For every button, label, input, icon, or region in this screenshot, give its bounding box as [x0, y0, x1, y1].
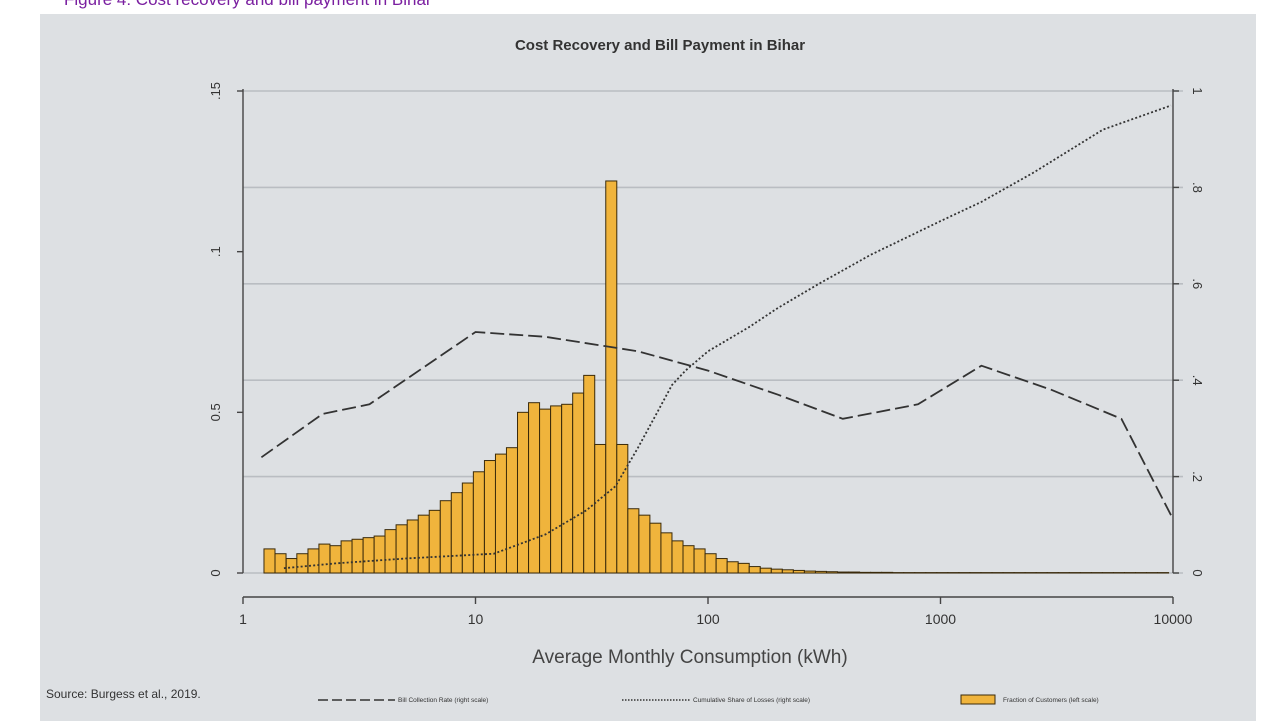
bar: [297, 554, 308, 573]
bar: [804, 571, 815, 573]
bar: [462, 483, 473, 573]
gridlines: [243, 91, 1183, 573]
x-tick-label: 10: [468, 611, 484, 627]
y-tick-label: 0.5: [208, 403, 223, 421]
bar: [617, 444, 628, 573]
bar: [849, 572, 860, 573]
bar: [694, 549, 705, 573]
bar: [540, 409, 551, 573]
bar: [440, 501, 451, 573]
bar: [793, 570, 804, 573]
line-cumulative-share-of-losses: [284, 106, 1171, 569]
bar: [705, 554, 716, 573]
bar: [639, 515, 650, 573]
bar: [606, 181, 617, 573]
bar: [815, 571, 826, 573]
bar: [573, 393, 584, 573]
bar: [595, 444, 606, 573]
x-tick-label: 1: [239, 611, 247, 627]
bar: [738, 563, 749, 573]
bar: [275, 554, 286, 573]
y2-tick-label: 0: [1190, 569, 1205, 576]
x-tick-label: 10000: [1154, 611, 1193, 627]
bar: [286, 559, 297, 573]
bar: [451, 493, 462, 573]
bar: [672, 541, 683, 573]
bar: [308, 549, 319, 573]
bar: [495, 454, 506, 573]
legend: Bill Collection Rate (right scale) Cumula…: [318, 695, 1099, 704]
bar: [661, 533, 672, 573]
bar: [838, 572, 849, 573]
y-tick-label: .1: [208, 246, 223, 257]
y2-tick-label: .6: [1190, 278, 1205, 289]
bar: [826, 572, 837, 573]
bar: [473, 472, 484, 573]
y2-tick-label: .2: [1190, 471, 1205, 482]
bar: [385, 530, 396, 573]
x-tick-label: 1000: [925, 611, 956, 627]
y2-tick-label: 1: [1190, 87, 1205, 94]
chart-panel: Cost Recovery and Bill Payment in Bihar …: [40, 14, 1256, 721]
bar: [871, 572, 882, 573]
y2-tick-label: .8: [1190, 182, 1205, 193]
bar: [396, 525, 407, 573]
bar: [771, 569, 782, 573]
legend-label-fraction-of-customers: Fraction of Customers (left scale): [1003, 697, 1099, 704]
x-axis-title: Average Monthly Consumption (kWh): [532, 647, 847, 668]
bar: [407, 520, 418, 573]
series-lines: [261, 106, 1171, 569]
y-tick-label: .15: [208, 82, 223, 100]
bar: [716, 559, 727, 573]
bar: [518, 412, 529, 573]
bars-fraction-of-customers: [264, 181, 1169, 573]
bar: [429, 510, 440, 573]
bar: [352, 539, 363, 573]
bar: [650, 523, 661, 573]
legend-label-cumulative-share-of-losses: Cumulative Share of Losses (right scale): [693, 697, 810, 704]
bar: [529, 403, 540, 573]
bar: [683, 546, 694, 573]
x-tick-label: 100: [696, 611, 720, 627]
bar: [319, 544, 330, 573]
bar: [363, 538, 374, 573]
bar: [264, 549, 275, 573]
bar: [749, 567, 760, 573]
bar: [584, 375, 595, 573]
bar: [727, 562, 738, 573]
bar: [374, 536, 385, 573]
legend-label-bill-collection-rate: Bill Collection Rate (right scale): [398, 697, 488, 704]
legend-swatch-fraction-of-customers: [961, 695, 995, 704]
y2-tick-label: .4: [1190, 375, 1205, 386]
source-note: Source: Burgess et al., 2019.: [46, 687, 201, 701]
bar: [551, 406, 562, 573]
bar: [330, 546, 341, 573]
bar: [882, 572, 893, 573]
y-tick-label: 0: [208, 569, 223, 576]
bar: [506, 448, 517, 573]
bar: [782, 570, 793, 573]
line-bill-collection-rate: [261, 332, 1171, 515]
bar: [760, 568, 771, 573]
bar: [418, 515, 429, 573]
chart-svg: Cost Recovery and Bill Payment in Bihar …: [40, 14, 1256, 721]
figure-caption: Figure 4: Cost recovery and bill payment…: [64, 0, 432, 10]
bar: [484, 461, 495, 573]
bar: [562, 404, 573, 573]
bar: [341, 541, 352, 573]
bar: [860, 572, 871, 573]
bar: [628, 509, 639, 573]
chart-title: Cost Recovery and Bill Payment in Bihar: [515, 37, 805, 54]
